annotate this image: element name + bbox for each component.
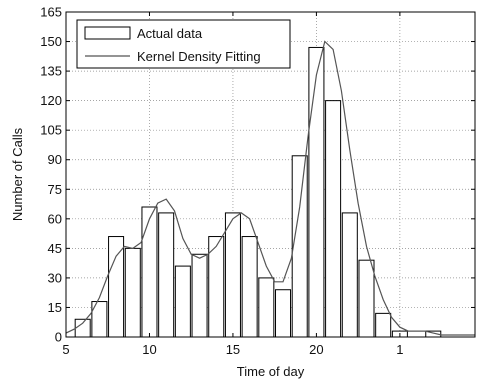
bar (124, 247, 141, 338)
y-tick-label: 105 (40, 123, 62, 138)
bar (308, 46, 325, 338)
plot-frame (65, 11, 476, 338)
bar (241, 236, 258, 338)
x-tick-label: 1 (396, 342, 403, 357)
y-tick-label: 135 (40, 64, 62, 79)
y-tick-label: 30 (48, 270, 62, 285)
bar (174, 265, 191, 338)
y-tick-label: 45 (48, 241, 62, 256)
bar (158, 212, 175, 338)
bar (275, 289, 292, 338)
bar (108, 236, 125, 338)
bar (258, 277, 275, 338)
y-tick-label: 165 (40, 5, 62, 20)
x-tick-label: 20 (309, 342, 323, 357)
bar (224, 212, 241, 338)
y-tick-label: 150 (40, 34, 62, 49)
y-tick-label: 90 (48, 152, 62, 167)
bar (358, 259, 375, 338)
tick-marks (65, 11, 475, 338)
legend-label-actual-data: Actual data (137, 26, 203, 41)
bars (74, 46, 442, 338)
y-tick-labels: 0 15 30 45 60 75 90 105 120 135 150 165 (40, 5, 62, 345)
y-tick-label: 120 (40, 93, 62, 108)
legend-label-kernel-density: Kernel Density Fitting (137, 49, 261, 64)
y-tick-label: 0 (55, 330, 62, 345)
x-tick-label: 10 (142, 342, 156, 357)
legend: Actual data Kernel Density Fitting (76, 19, 291, 69)
bar (341, 212, 358, 338)
x-tick-label: 5 (62, 342, 69, 357)
y-tick-label: 60 (48, 211, 62, 226)
bar (291, 155, 308, 338)
y-axis-label: Number of Calls (10, 127, 25, 221)
bar (141, 206, 158, 338)
x-tick-labels: 5 10 15 20 1 (62, 342, 403, 357)
x-axis-label: Time of day (237, 364, 305, 379)
bar (191, 253, 208, 338)
y-tick-label: 75 (48, 182, 62, 197)
legend-bar-swatch (84, 26, 131, 40)
bar (375, 312, 392, 338)
y-tick-label: 15 (48, 300, 62, 315)
bar (325, 100, 342, 338)
kde-line (65, 40, 475, 336)
bar (74, 318, 91, 338)
x-tick-label: 15 (226, 342, 240, 357)
